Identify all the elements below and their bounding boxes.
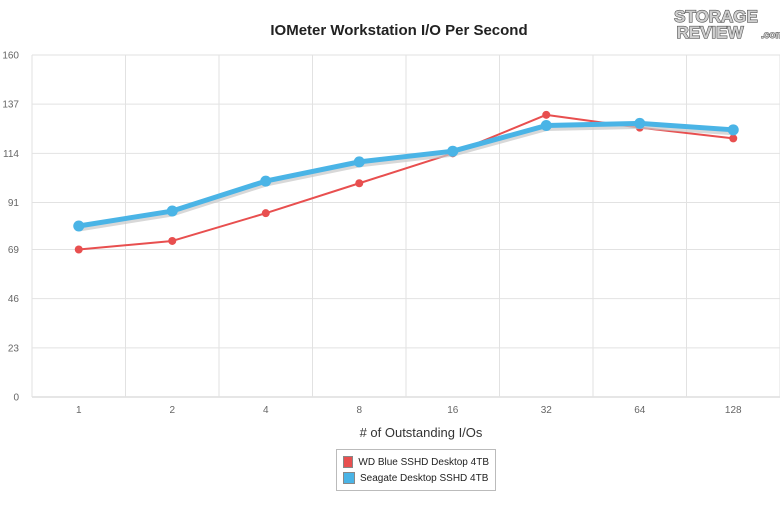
watermark-line1: STORAGE bbox=[674, 7, 758, 26]
x-tick-label: 64 bbox=[634, 405, 646, 416]
series-seagate bbox=[73, 117, 739, 232]
y-tick-label: 91 bbox=[8, 198, 20, 209]
data-point[interactable] bbox=[261, 209, 270, 218]
data-point[interactable] bbox=[447, 145, 459, 157]
series-line bbox=[78, 120, 734, 229]
data-point[interactable] bbox=[540, 120, 552, 132]
data-point[interactable] bbox=[168, 236, 177, 245]
y-tick-label: 137 bbox=[2, 100, 19, 111]
y-axis-ticks: 0 23 46 69 91 114 137 160 bbox=[2, 51, 19, 404]
data-point[interactable] bbox=[74, 245, 83, 254]
legend-swatch-seagate bbox=[343, 472, 355, 484]
data-point[interactable] bbox=[355, 179, 364, 188]
x-tick-label: 8 bbox=[356, 405, 362, 416]
watermark-suffix: .com bbox=[761, 30, 780, 41]
legend-label-wd-blue: WD Blue SSHD Desktop 4TB bbox=[358, 456, 489, 468]
y-tick-label: 69 bbox=[8, 245, 20, 256]
x-tick-label: 128 bbox=[725, 405, 742, 416]
x-axis-ticks: 1 2 4 8 16 32 64 128 bbox=[76, 405, 742, 416]
x-axis-label: # of Outstanding I/Os bbox=[360, 425, 483, 440]
series-shadow bbox=[78, 123, 734, 232]
legend-item-seagate[interactable]: Seagate Desktop SSHD 4TB bbox=[343, 470, 489, 486]
legend-label-seagate: Seagate Desktop SSHD 4TB bbox=[360, 472, 489, 484]
x-tick-label: 1 bbox=[76, 405, 82, 416]
data-point[interactable] bbox=[73, 220, 85, 232]
y-tick-label: 46 bbox=[8, 294, 20, 305]
series-lines bbox=[73, 110, 739, 254]
x-tick-label: 32 bbox=[541, 405, 553, 416]
legend-item-wd-blue[interactable]: WD Blue SSHD Desktop 4TB bbox=[343, 454, 489, 470]
grid bbox=[31, 54, 780, 398]
y-tick-label: 23 bbox=[8, 343, 20, 354]
x-tick-label: 16 bbox=[447, 405, 459, 416]
legend-swatch-wd-blue bbox=[343, 456, 354, 468]
y-tick-label: 0 bbox=[13, 393, 19, 404]
data-point[interactable] bbox=[353, 156, 365, 168]
data-point[interactable] bbox=[166, 205, 178, 217]
x-tick-label: 4 bbox=[263, 405, 269, 416]
legend: WD Blue SSHD Desktop 4TB Seagate Desktop… bbox=[336, 449, 496, 491]
data-point[interactable] bbox=[542, 110, 551, 119]
y-tick-label: 160 bbox=[2, 51, 19, 62]
data-point[interactable] bbox=[727, 124, 739, 136]
x-tick-label: 2 bbox=[169, 405, 175, 416]
data-point[interactable] bbox=[260, 175, 272, 187]
chart-title: IOMeter Workstation I/O Per Second bbox=[270, 22, 527, 39]
data-point[interactable] bbox=[729, 134, 738, 143]
data-point[interactable] bbox=[634, 117, 646, 129]
watermark-logo: STORAGE REVIEW .com bbox=[674, 6, 780, 42]
y-tick-label: 114 bbox=[3, 149, 19, 160]
watermark-line2: REVIEW bbox=[676, 23, 744, 42]
